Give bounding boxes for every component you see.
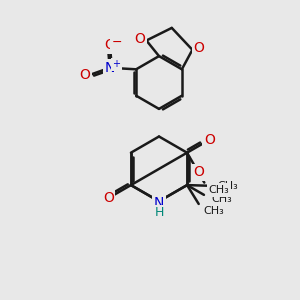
Text: O: O <box>204 133 215 147</box>
Text: −: − <box>111 35 122 49</box>
Text: CH₃: CH₃ <box>203 206 224 216</box>
Text: O: O <box>134 32 145 46</box>
Text: O: O <box>104 38 115 52</box>
Text: +: + <box>112 59 120 69</box>
Text: H: H <box>154 206 164 219</box>
Text: N: N <box>154 196 164 210</box>
Text: N: N <box>104 61 115 75</box>
Text: CH₃: CH₃ <box>218 181 238 191</box>
Text: O: O <box>79 68 90 82</box>
Text: CH₃: CH₃ <box>208 185 229 195</box>
Text: O: O <box>103 191 114 205</box>
Text: O: O <box>193 165 204 179</box>
Text: CH₃: CH₃ <box>211 194 232 204</box>
Text: O: O <box>194 41 204 55</box>
